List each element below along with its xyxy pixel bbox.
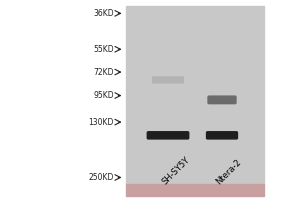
FancyBboxPatch shape xyxy=(208,96,236,104)
FancyBboxPatch shape xyxy=(147,132,189,139)
Text: Ntera-2: Ntera-2 xyxy=(214,157,243,186)
Text: 95KD: 95KD xyxy=(93,91,114,100)
Bar xyxy=(126,6,264,184)
Text: 72KD: 72KD xyxy=(94,68,114,77)
FancyBboxPatch shape xyxy=(153,77,184,83)
Text: 55KD: 55KD xyxy=(93,45,114,54)
Bar xyxy=(126,184,264,196)
Text: 250KD: 250KD xyxy=(88,173,114,182)
Text: 36KD: 36KD xyxy=(93,9,114,18)
Text: 130KD: 130KD xyxy=(88,118,114,127)
Text: SH-SY5Y: SH-SY5Y xyxy=(160,155,191,186)
FancyBboxPatch shape xyxy=(207,132,238,139)
